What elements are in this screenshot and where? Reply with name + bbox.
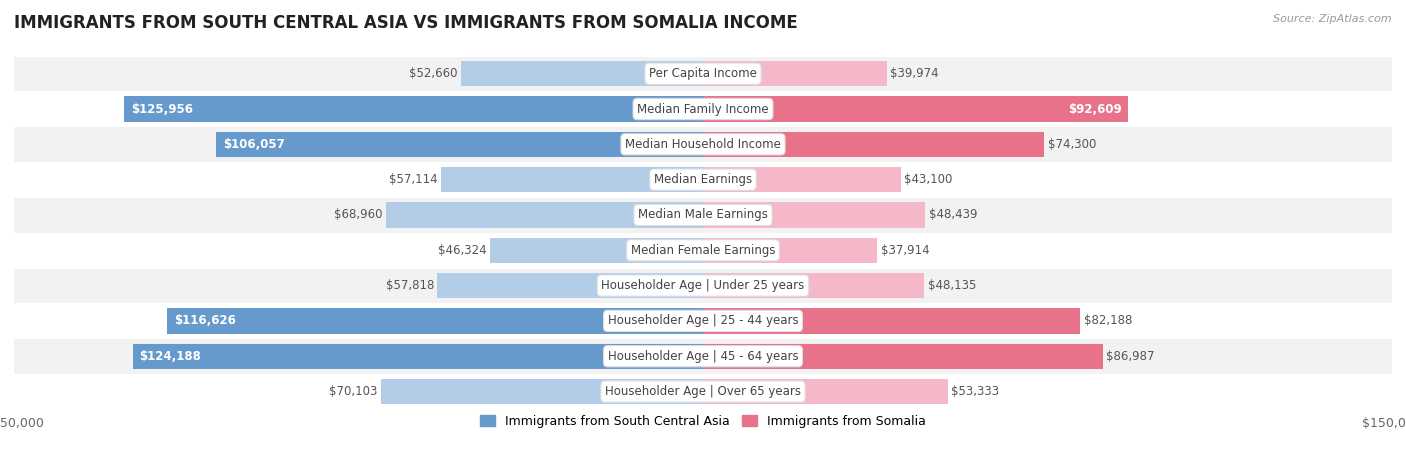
Text: $124,188: $124,188 xyxy=(139,350,201,363)
Bar xyxy=(703,61,887,86)
Bar xyxy=(14,127,1392,162)
Bar xyxy=(132,344,703,369)
Text: $68,960: $68,960 xyxy=(335,208,382,221)
Bar xyxy=(703,308,1080,333)
Text: IMMIGRANTS FROM SOUTH CENTRAL ASIA VS IMMIGRANTS FROM SOMALIA INCOME: IMMIGRANTS FROM SOUTH CENTRAL ASIA VS IM… xyxy=(14,14,797,32)
Bar xyxy=(703,202,925,228)
Bar xyxy=(217,132,703,157)
Bar xyxy=(14,234,1392,268)
Bar xyxy=(703,379,948,404)
Bar xyxy=(703,167,901,192)
Text: $86,987: $86,987 xyxy=(1107,350,1154,363)
Bar xyxy=(167,308,703,333)
Bar xyxy=(703,96,1129,122)
Text: Householder Age | Over 65 years: Householder Age | Over 65 years xyxy=(605,385,801,398)
Bar xyxy=(703,344,1102,369)
Text: $39,974: $39,974 xyxy=(890,67,939,80)
Legend: Immigrants from South Central Asia, Immigrants from Somalia: Immigrants from South Central Asia, Immi… xyxy=(475,410,931,433)
Text: $48,439: $48,439 xyxy=(929,208,977,221)
Text: Per Capita Income: Per Capita Income xyxy=(650,67,756,80)
Bar xyxy=(703,273,924,298)
Text: $48,135: $48,135 xyxy=(928,279,976,292)
Bar xyxy=(461,61,703,86)
Text: Median Household Income: Median Household Income xyxy=(626,138,780,151)
Bar xyxy=(703,238,877,263)
Bar xyxy=(437,273,703,298)
Bar xyxy=(125,96,703,122)
Text: $43,100: $43,100 xyxy=(904,173,953,186)
Text: $52,660: $52,660 xyxy=(409,67,458,80)
Bar xyxy=(14,339,1392,374)
Text: $116,626: $116,626 xyxy=(174,314,236,327)
Text: Householder Age | 25 - 44 years: Householder Age | 25 - 44 years xyxy=(607,314,799,327)
Bar xyxy=(440,167,703,192)
Text: $125,956: $125,956 xyxy=(131,103,194,115)
Text: $74,300: $74,300 xyxy=(1047,138,1097,151)
Text: Householder Age | Under 25 years: Householder Age | Under 25 years xyxy=(602,279,804,292)
Text: $37,914: $37,914 xyxy=(880,244,929,257)
Bar xyxy=(14,304,1392,339)
Bar xyxy=(14,269,1392,303)
Bar xyxy=(14,163,1392,197)
Text: Median Female Earnings: Median Female Earnings xyxy=(631,244,775,257)
Bar xyxy=(14,92,1392,127)
Bar xyxy=(387,202,703,228)
Text: Median Male Earnings: Median Male Earnings xyxy=(638,208,768,221)
Text: $70,103: $70,103 xyxy=(329,385,378,398)
Text: $82,188: $82,188 xyxy=(1084,314,1132,327)
Text: $106,057: $106,057 xyxy=(222,138,284,151)
Bar xyxy=(381,379,703,404)
Bar xyxy=(14,57,1392,92)
Text: $53,333: $53,333 xyxy=(952,385,1000,398)
Text: $57,114: $57,114 xyxy=(388,173,437,186)
Text: Median Family Income: Median Family Income xyxy=(637,103,769,115)
Text: Source: ZipAtlas.com: Source: ZipAtlas.com xyxy=(1274,14,1392,24)
Text: Median Earnings: Median Earnings xyxy=(654,173,752,186)
Text: $92,609: $92,609 xyxy=(1067,103,1122,115)
Bar xyxy=(14,198,1392,233)
Bar xyxy=(14,375,1392,409)
Text: Householder Age | 45 - 64 years: Householder Age | 45 - 64 years xyxy=(607,350,799,363)
Bar xyxy=(491,238,703,263)
Text: $57,818: $57,818 xyxy=(385,279,434,292)
Bar xyxy=(703,132,1045,157)
Text: $46,324: $46,324 xyxy=(439,244,486,257)
